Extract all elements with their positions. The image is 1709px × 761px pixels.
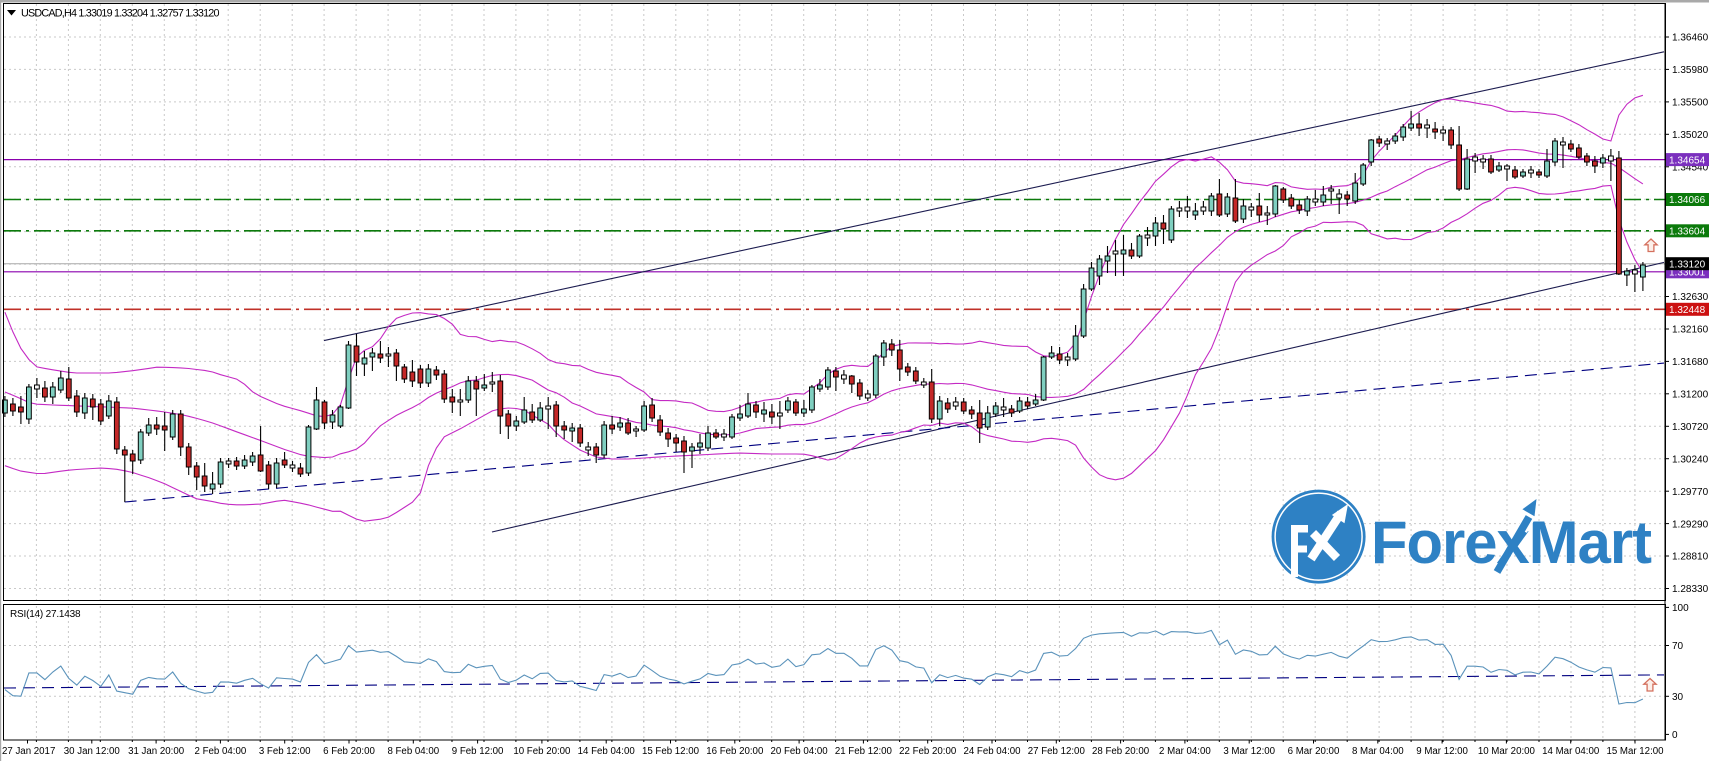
svg-text:27 Feb 12:00: 27 Feb 12:00 — [1028, 746, 1086, 757]
svg-text:100: 100 — [1672, 603, 1689, 614]
svg-text:1.32160: 1.32160 — [1672, 325, 1709, 336]
svg-text:1.32448: 1.32448 — [1669, 305, 1706, 316]
svg-text:70: 70 — [1672, 641, 1684, 652]
svg-text:16 Feb 20:00: 16 Feb 20:00 — [706, 746, 764, 757]
svg-text:0: 0 — [1672, 730, 1678, 741]
svg-text:1.28810: 1.28810 — [1672, 552, 1709, 563]
svg-text:10 Feb 20:00: 10 Feb 20:00 — [513, 746, 571, 757]
svg-text:USDCAD,H4 1.33019 1.33204 1.3: USDCAD,H4 1.33019 1.33204 1.32757 1.3312… — [21, 8, 219, 20]
svg-text:1.30720: 1.30720 — [1672, 422, 1709, 433]
svg-text:3 Feb 12:00: 3 Feb 12:00 — [259, 746, 311, 757]
svg-text:6 Feb 20:00: 6 Feb 20:00 — [323, 746, 375, 757]
svg-text:1.35500: 1.35500 — [1672, 98, 1709, 109]
svg-text:28 Feb 20:00: 28 Feb 20:00 — [1092, 746, 1150, 757]
svg-text:1.35020: 1.35020 — [1672, 130, 1709, 141]
svg-text:1.31200: 1.31200 — [1672, 390, 1709, 401]
svg-text:1.35980: 1.35980 — [1672, 65, 1709, 76]
svg-text:1.29290: 1.29290 — [1672, 519, 1709, 530]
svg-text:30 Jan 12:00: 30 Jan 12:00 — [64, 746, 121, 757]
svg-text:22 Feb 20:00: 22 Feb 20:00 — [899, 746, 957, 757]
svg-text:1.34540: 1.34540 — [1672, 163, 1709, 174]
svg-text:15 Mar 12:00: 15 Mar 12:00 — [1606, 746, 1664, 757]
svg-text:1.30240: 1.30240 — [1672, 454, 1709, 465]
svg-text:31 Jan 20:00: 31 Jan 20:00 — [128, 746, 185, 757]
svg-text:1.28330: 1.28330 — [1672, 584, 1709, 595]
svg-text:1.29770: 1.29770 — [1672, 487, 1709, 498]
svg-text:15 Feb 12:00: 15 Feb 12:00 — [642, 746, 700, 757]
svg-text:3 Mar 12:00: 3 Mar 12:00 — [1223, 746, 1275, 757]
svg-text:2 Mar 04:00: 2 Mar 04:00 — [1159, 746, 1211, 757]
svg-text:1.33604: 1.33604 — [1669, 227, 1706, 238]
svg-text:14 Feb 04:00: 14 Feb 04:00 — [578, 746, 636, 757]
svg-text:21 Feb 12:00: 21 Feb 12:00 — [835, 746, 893, 757]
svg-text:1.36460: 1.36460 — [1672, 33, 1709, 44]
svg-text:1.34066: 1.34066 — [1669, 195, 1706, 206]
svg-text:9 Feb 12:00: 9 Feb 12:00 — [452, 746, 504, 757]
svg-text:27 Jan 2017: 27 Jan 2017 — [2, 746, 55, 757]
svg-text:9 Mar 12:00: 9 Mar 12:00 — [1416, 746, 1468, 757]
svg-text:10 Mar 20:00: 10 Mar 20:00 — [1478, 746, 1536, 757]
svg-text:1.31680: 1.31680 — [1672, 357, 1709, 368]
svg-text:6 Mar 20:00: 6 Mar 20:00 — [1288, 746, 1340, 757]
svg-text:30: 30 — [1672, 692, 1684, 703]
svg-text:8 Feb 04:00: 8 Feb 04:00 — [387, 746, 439, 757]
svg-text:1.33120: 1.33120 — [1669, 259, 1706, 270]
svg-text:14 Mar 04:00: 14 Mar 04:00 — [1542, 746, 1600, 757]
svg-text:1.34654: 1.34654 — [1669, 155, 1706, 166]
svg-text:1.32630: 1.32630 — [1672, 292, 1709, 303]
svg-text:8 Mar 04:00: 8 Mar 04:00 — [1352, 746, 1404, 757]
svg-text:2 Feb 04:00: 2 Feb 04:00 — [195, 746, 247, 757]
svg-text:1.33001: 1.33001 — [1669, 268, 1706, 279]
svg-text:RSI(14) 27.1438: RSI(14) 27.1438 — [10, 609, 81, 620]
svg-text:20 Feb 04:00: 20 Feb 04:00 — [771, 746, 829, 757]
svg-text:24 Feb 04:00: 24 Feb 04:00 — [963, 746, 1021, 757]
